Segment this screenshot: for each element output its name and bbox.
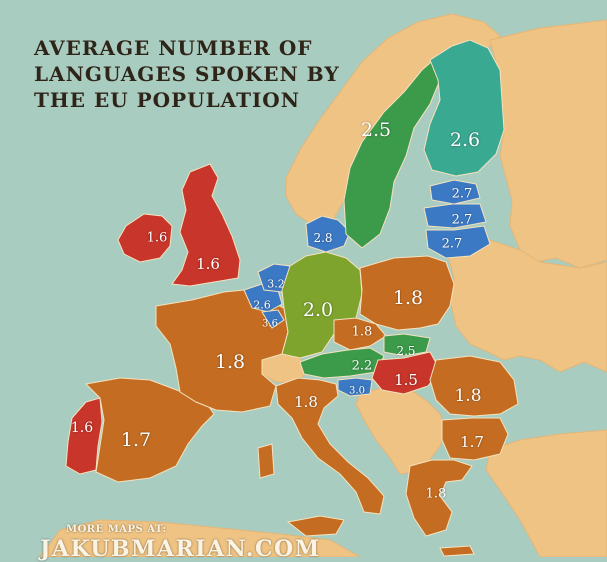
value-slovenia: 3.0	[349, 385, 365, 397]
country-finland	[423, 39, 505, 177]
land-turkey	[485, 429, 607, 557]
value-slovakia: 2.5	[396, 344, 416, 358]
value-ireland: 1.6	[146, 230, 168, 246]
value-germany: 2.0	[302, 299, 334, 321]
country-ireland	[117, 213, 173, 263]
value-sweden: 2.5	[360, 119, 392, 141]
country-luxembourg	[261, 309, 285, 329]
value-netherlands: 3.2	[267, 277, 285, 291]
value-hungary: 1.5	[394, 371, 418, 389]
value-luxembourg: 3.6	[262, 318, 278, 330]
map-title-line-3: THE EU POPULATION	[34, 88, 301, 112]
country-estonia	[429, 179, 481, 205]
country-slovakia	[383, 333, 431, 357]
country-spain	[84, 377, 215, 483]
value-lithuania: 2.7	[441, 236, 463, 252]
country-slovenia	[337, 377, 373, 397]
value-romania: 1.8	[454, 386, 482, 406]
country-czechia	[333, 317, 387, 351]
value-estonia: 2.7	[451, 186, 473, 202]
country-portugal	[65, 397, 103, 475]
credit-site-link[interactable]: JAKUBMARIAN.COM	[40, 536, 321, 562]
country-romania	[429, 355, 519, 417]
country-united-kingdom	[171, 163, 241, 287]
value-czechia: 1.8	[351, 324, 373, 340]
value-france: 1.8	[214, 351, 246, 373]
country-italy	[257, 377, 385, 537]
value-bulgaria: 1.7	[460, 433, 484, 451]
value-spain: 1.7	[120, 429, 152, 451]
value-greece: 1.8	[425, 486, 447, 502]
country-hungary	[371, 351, 441, 395]
value-austria: 2.2	[351, 358, 373, 374]
value-italy: 1.8	[294, 393, 318, 411]
country-lithuania	[425, 225, 491, 259]
value-finland: 2.6	[449, 129, 481, 151]
land-belarus-ukraine	[447, 239, 607, 373]
map-title-line-1: AVERAGE NUMBER OF	[34, 36, 313, 60]
country-poland	[359, 255, 455, 331]
value-denmark: 2.8	[313, 231, 333, 245]
country-greece	[405, 459, 475, 557]
credit-line-small: MORE MAPS AT:	[66, 524, 167, 535]
country-bulgaria	[441, 417, 509, 461]
value-latvia: 2.7	[451, 212, 473, 228]
value-belgium: 2.6	[253, 298, 271, 312]
value-united-kingdom: 1.6	[196, 255, 220, 273]
value-poland: 1.8	[392, 287, 424, 309]
value-portugal: 1.6	[70, 420, 94, 436]
country-denmark	[305, 215, 351, 253]
land-north-africa	[39, 519, 362, 557]
country-latvia	[423, 203, 487, 229]
map-title-line-2: LANGUAGES SPOKEN BY	[34, 62, 340, 86]
